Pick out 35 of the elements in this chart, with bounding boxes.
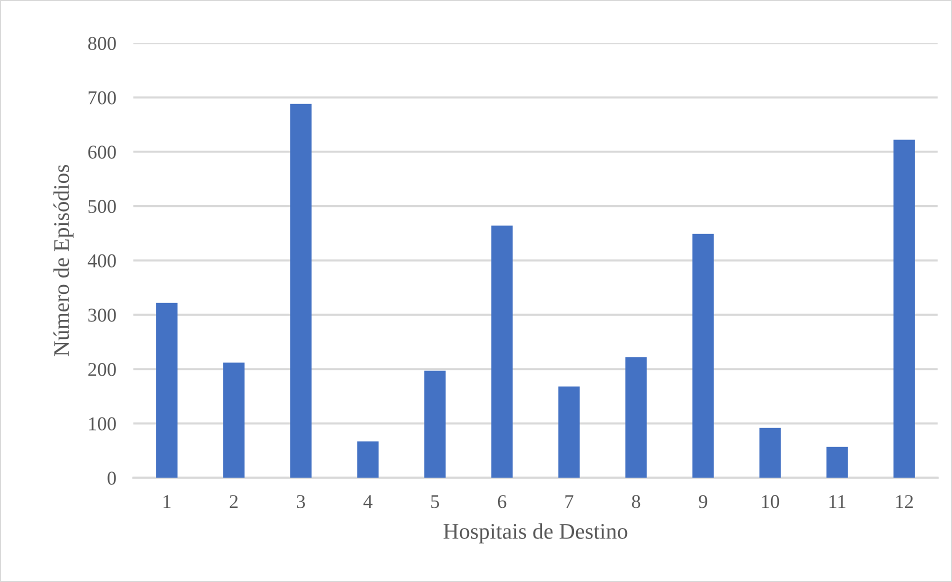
y-axis-title: Número de Episódios — [53, 164, 74, 356]
bar — [692, 234, 714, 478]
bar — [893, 140, 915, 478]
x-tick-label: 4 — [363, 495, 372, 508]
x-tick-label: 3 — [296, 495, 305, 508]
bar — [156, 302, 178, 478]
x-tick-label: 7 — [565, 495, 574, 508]
x-tick-label: 5 — [431, 495, 440, 508]
x-tick-label: 9 — [698, 495, 708, 508]
x-tick-label: 2 — [230, 495, 238, 508]
bar — [290, 104, 312, 478]
bar — [223, 362, 245, 478]
bar — [826, 446, 848, 478]
bar — [558, 386, 580, 478]
y-tick-label: 300 — [88, 308, 116, 322]
y-tick-label: 400 — [88, 254, 116, 268]
bar — [491, 226, 513, 478]
x-tick-label: 11 — [830, 495, 846, 508]
y-tick-label: 500 — [88, 200, 116, 214]
y-tick-label: 800 — [88, 36, 116, 50]
bar — [357, 441, 379, 478]
y-tick-label: 700 — [88, 91, 116, 104]
y-tick-label: 100 — [89, 417, 116, 430]
y-tick-label: 200 — [88, 362, 116, 376]
x-tick-label: 1 — [164, 495, 170, 508]
bar — [625, 357, 647, 478]
x-tick-label: 12 — [896, 495, 913, 508]
bar — [759, 428, 781, 478]
x-axis-title: Hospitais de Destino — [444, 523, 628, 544]
y-tick-label: 600 — [88, 146, 116, 159]
y-tick-label: 0 — [108, 472, 116, 485]
x-tick-label: 6 — [498, 495, 506, 508]
bar — [424, 370, 446, 478]
x-tick-label: 10 — [762, 495, 780, 508]
x-tick-label: 8 — [632, 495, 640, 508]
